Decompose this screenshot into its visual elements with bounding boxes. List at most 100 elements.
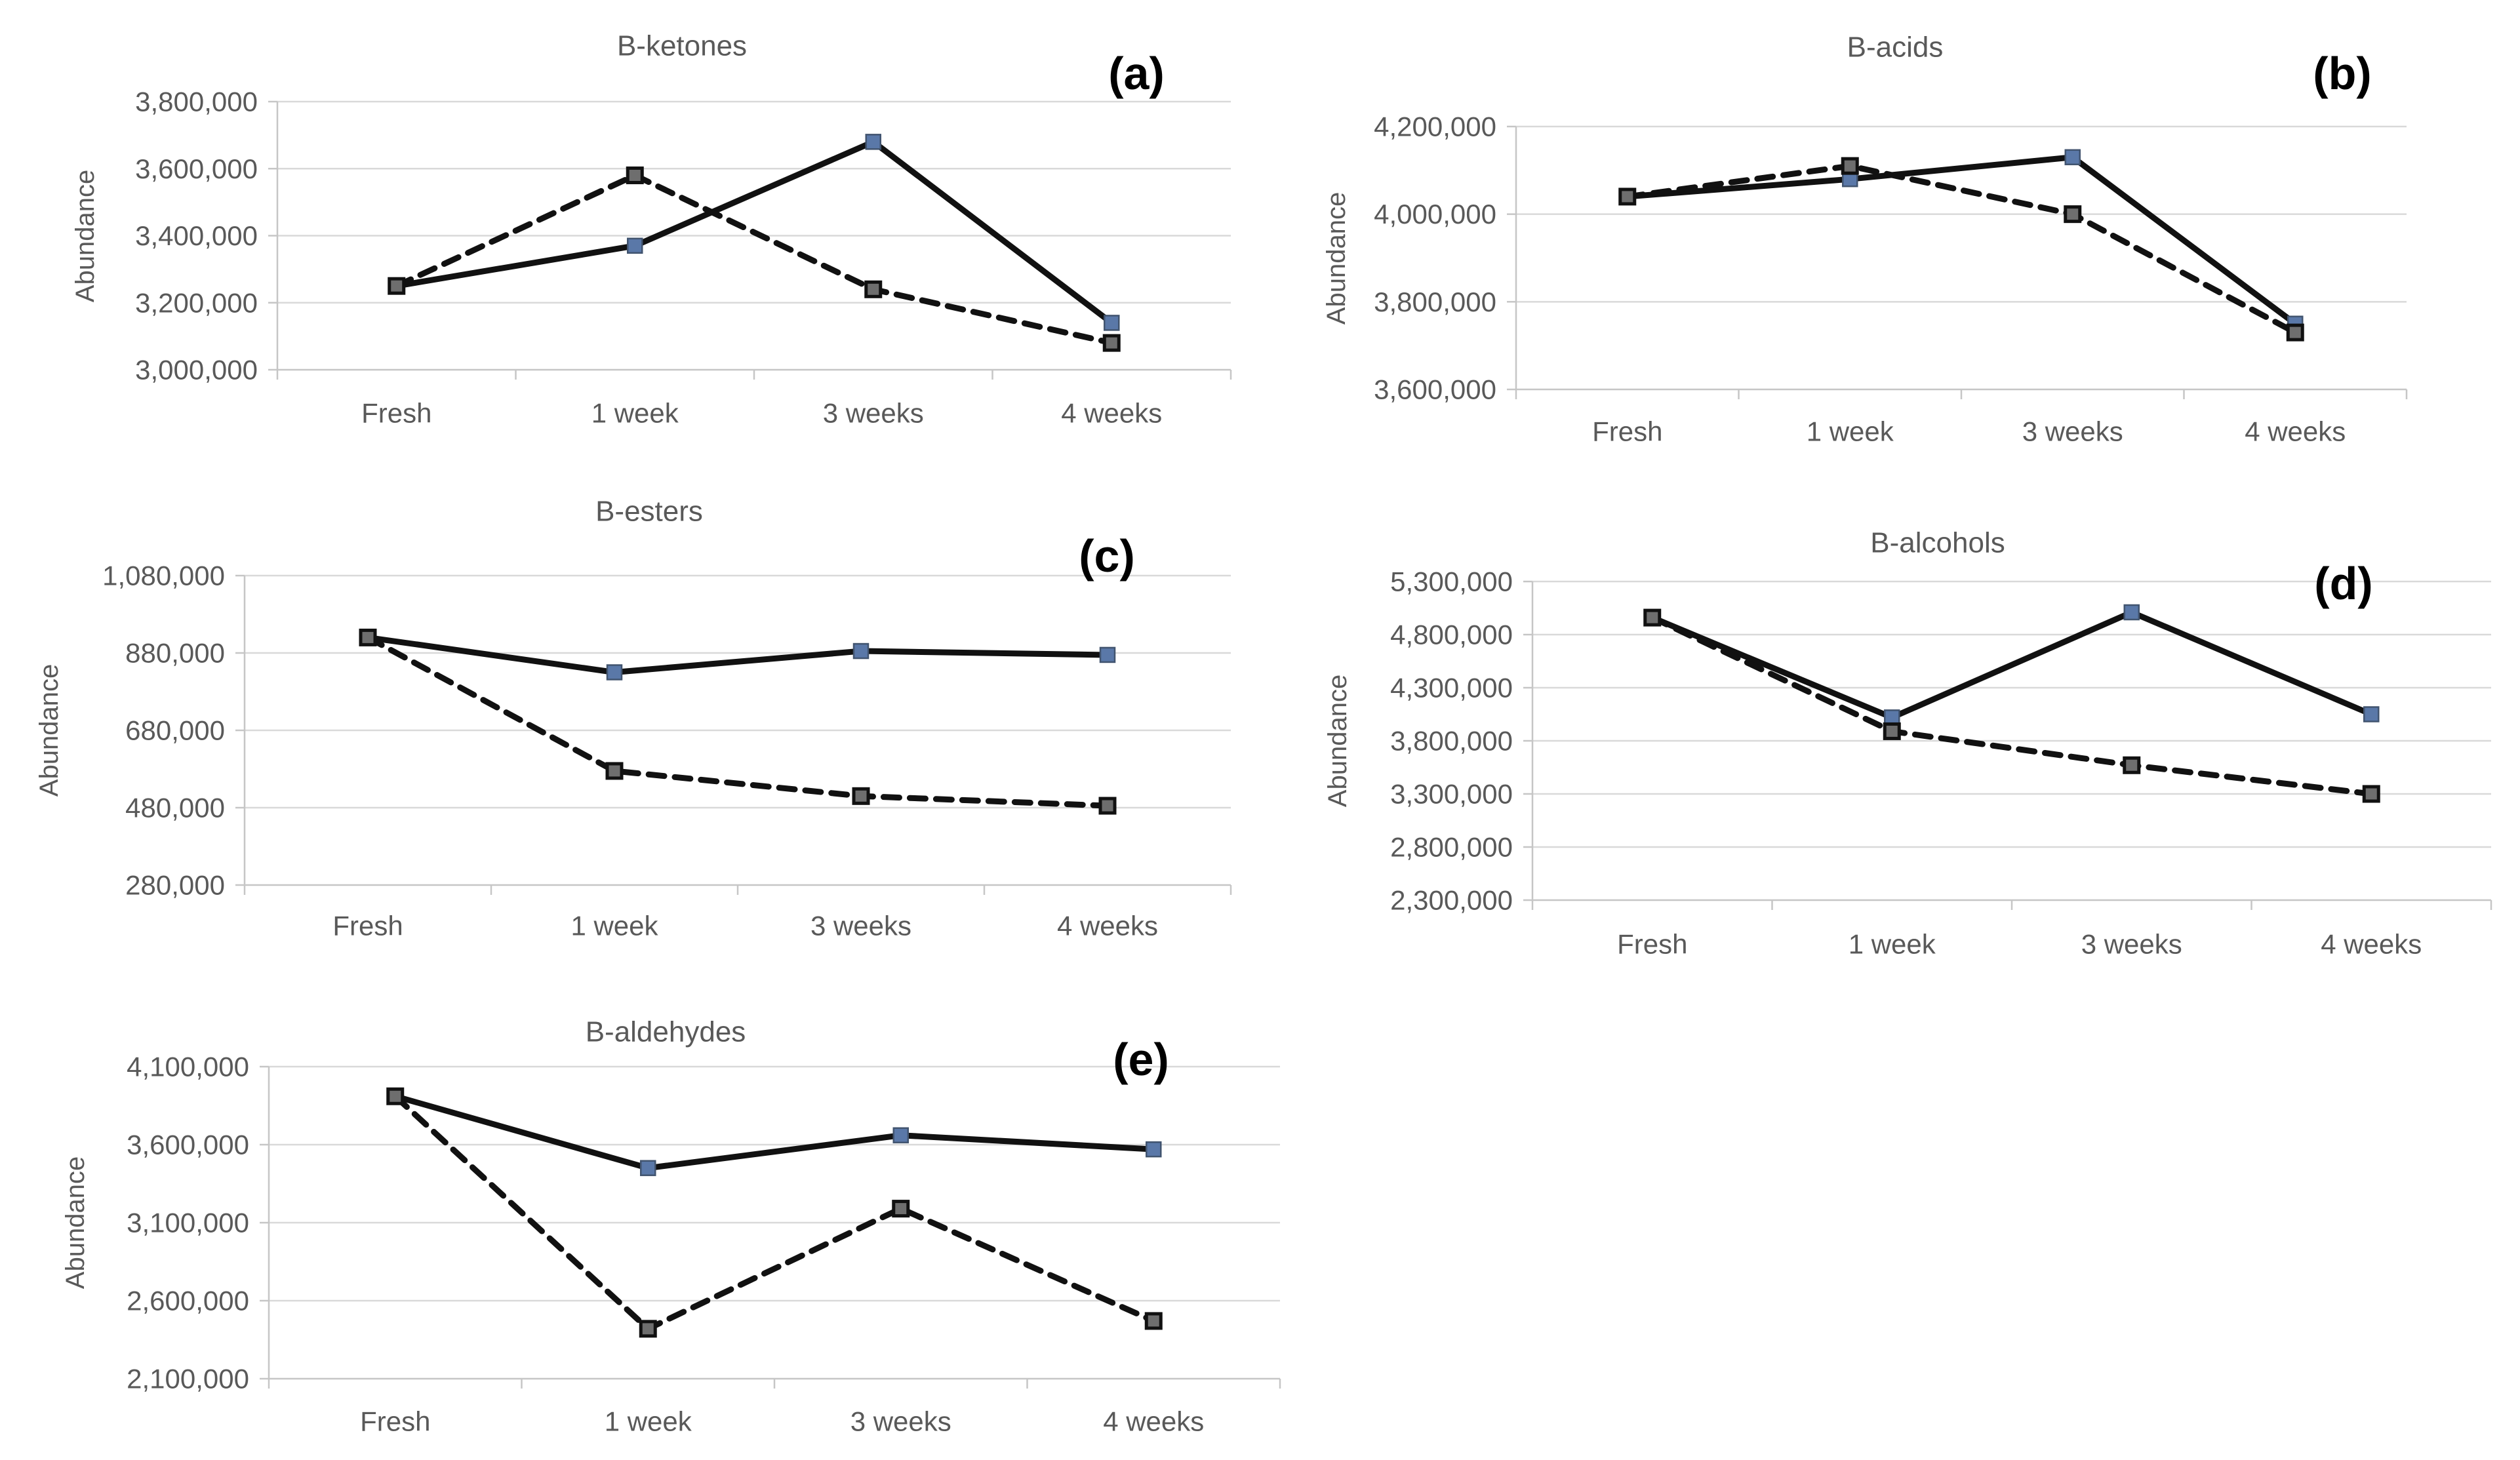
panel-label: (b)	[2313, 48, 2371, 99]
x-category-label: Fresh	[361, 398, 431, 429]
data-point-marker	[1146, 1141, 1162, 1158]
data-point-marker	[1618, 187, 1637, 206]
x-category-label: 4 weeks	[1103, 1406, 1204, 1437]
data-point-marker	[1102, 334, 1121, 352]
y-tick-label: 2,300,000	[1390, 885, 1513, 916]
y-tick-label: 4,300,000	[1390, 673, 1513, 703]
data-point-marker	[627, 237, 643, 254]
chart-e: 2,100,000 2,600,000 3,100,000 3,600,000 4,10…	[61, 1016, 1281, 1437]
data-point-marker	[1104, 315, 1120, 331]
x-category-label: 3 weeks	[850, 1406, 951, 1437]
data-point-marker	[626, 166, 644, 184]
data-point-marker	[386, 1087, 405, 1105]
y-tick-label: 3,800,000	[1390, 726, 1513, 757]
y-tick-label: 4,000,000	[1374, 199, 1496, 229]
y-tick-label: 2,800,000	[1390, 832, 1513, 863]
y-tick-label: 480,000	[125, 793, 225, 823]
series-solid-line	[1624, 154, 2298, 327]
data-point-marker	[2123, 756, 2141, 774]
x-category-label: 4 weeks	[1057, 911, 1158, 941]
data-point-marker	[388, 277, 406, 295]
data-point-marker	[1883, 722, 1901, 740]
x-category-label: 1 week	[1807, 416, 1894, 447]
y-axis-title: Abundance	[1322, 192, 1351, 325]
y-axis-title: Abundance	[1323, 675, 1352, 807]
x-category-label: 3 weeks	[810, 911, 911, 941]
y-tick-label: 1,080,000	[102, 561, 225, 591]
data-point-marker	[892, 1127, 909, 1143]
panel-label: (c)	[1079, 530, 1135, 582]
series-solid-line	[1649, 609, 2374, 720]
series-dashed-line	[1649, 614, 2374, 797]
data-point-marker	[2064, 205, 2082, 224]
x-category-label: 1 week	[570, 911, 658, 941]
y-tick-label: 3,300,000	[1390, 779, 1513, 810]
data-point-marker	[2363, 706, 2380, 722]
chart-title: B-acids	[1847, 31, 1944, 64]
data-point-marker	[892, 1200, 910, 1218]
x-category-label: 3 weeks	[823, 398, 924, 429]
data-point-marker	[1099, 646, 1116, 663]
x-category-label: Fresh	[360, 1406, 430, 1437]
data-point-marker	[2362, 785, 2380, 803]
data-point-marker	[864, 280, 883, 298]
data-point-marker	[2064, 149, 2081, 166]
panel-label: (a)	[1108, 48, 1165, 99]
chart-c: 280,000 480,000 680,000 880,000 1,080,000 Fre…	[35, 496, 1232, 941]
series-solid-line	[392, 1093, 1157, 1172]
series-dashed-line	[1624, 163, 2298, 336]
series-dashed-line	[393, 172, 1115, 346]
x-category-label: 4 weeks	[1061, 398, 1162, 429]
data-point-marker	[1144, 1312, 1163, 1330]
x-category-label: 4 weeks	[2321, 929, 2422, 960]
data-point-marker	[359, 628, 377, 646]
panel-label: (e)	[1113, 1034, 1169, 1085]
x-category-label: Fresh	[1617, 929, 1687, 960]
y-tick-label: 280,000	[125, 870, 225, 901]
series-dashed-line	[392, 1093, 1157, 1332]
x-category-label: Fresh	[1592, 416, 1662, 447]
chart-title: B-ketones	[617, 30, 747, 62]
x-category-label: 1 week	[605, 1406, 692, 1437]
y-tick-label: 3,800,000	[1374, 286, 1496, 317]
data-point-marker	[640, 1160, 656, 1176]
data-point-marker	[605, 762, 624, 780]
x-category-label: 4 weeks	[2245, 416, 2346, 447]
x-category-label: 3 weeks	[2081, 929, 2182, 960]
y-tick-label: 2,600,000	[127, 1286, 249, 1316]
series-solid-line	[393, 138, 1115, 326]
y-tick-label: 880,000	[125, 638, 225, 669]
data-point-marker	[1841, 157, 1859, 175]
y-tick-label: 3,600,000	[135, 153, 258, 184]
data-point-marker	[852, 642, 870, 660]
data-point-marker	[865, 134, 881, 150]
y-tick-label: 4,200,000	[1374, 111, 1496, 142]
y-tick-label: 3,000,000	[135, 355, 258, 385]
y-tick-label: 4,800,000	[1390, 620, 1513, 650]
data-point-marker	[606, 664, 623, 681]
series-solid-line	[365, 634, 1111, 675]
chart-b: 3,600,000 3,800,000 4,000,000 4,200,000 Fres…	[1322, 31, 2408, 447]
y-tick-label: 3,400,000	[135, 220, 258, 251]
y-tick-label: 680,000	[125, 715, 225, 746]
data-point-marker	[2286, 323, 2304, 342]
y-tick-label: 4,100,000	[127, 1052, 249, 1082]
chart-d: 2,300,000 2,800,000 3,300,000 3,800,000 4,30…	[1323, 527, 2492, 960]
data-point-marker	[2123, 604, 2140, 621]
y-tick-label: 3,600,000	[1374, 374, 1496, 405]
x-category-label: Fresh	[332, 911, 403, 941]
series-dashed-line	[365, 634, 1111, 809]
data-point-marker	[1098, 797, 1117, 815]
x-category-label: 1 week	[591, 398, 679, 429]
data-point-marker	[852, 787, 870, 805]
y-tick-label: 3,800,000	[135, 87, 258, 117]
y-axis-title: Abundance	[61, 1156, 90, 1289]
y-tick-label: 3,100,000	[127, 1208, 249, 1238]
y-tick-label: 5,300,000	[1390, 566, 1513, 597]
y-tick-label: 3,200,000	[135, 287, 258, 318]
y-axis-title: Abundance	[71, 170, 100, 302]
y-tick-label: 3,600,000	[127, 1130, 249, 1160]
data-point-marker	[639, 1320, 657, 1338]
